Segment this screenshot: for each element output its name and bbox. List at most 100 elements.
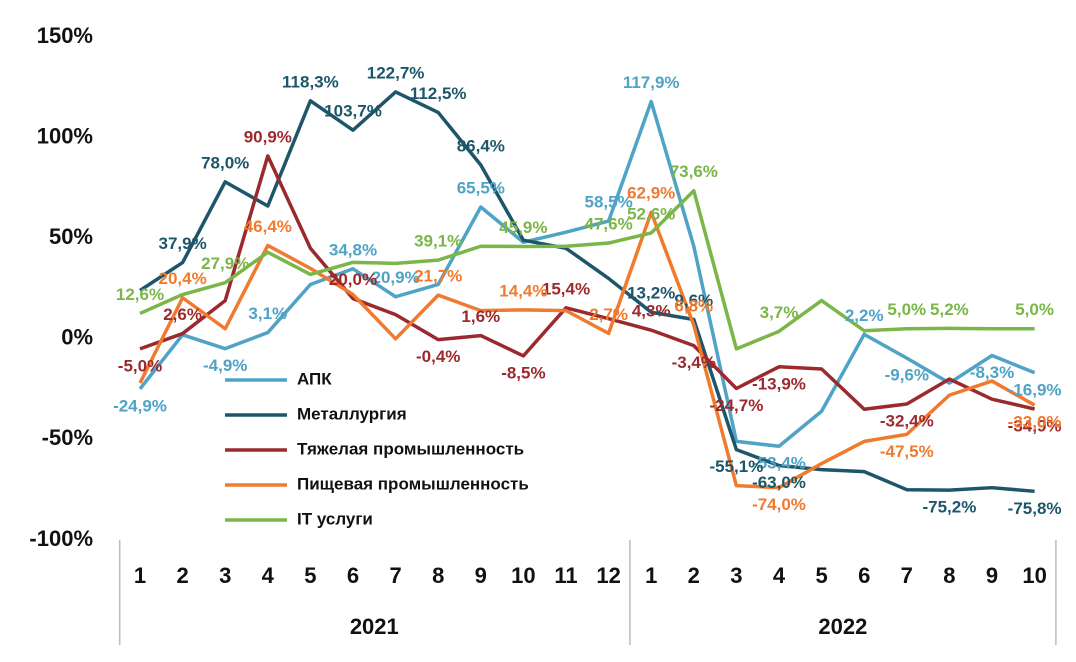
data-label: -75,2% [922, 498, 976, 517]
data-label: -74,0% [752, 495, 806, 514]
x-tick-label: 7 [389, 563, 401, 588]
x-tick-label: 10 [511, 563, 535, 588]
data-label: -13,9% [752, 374, 806, 393]
data-label: -0,4% [416, 347, 460, 366]
data-label: 20,4% [158, 269, 206, 288]
x-tick-label: 11 [554, 563, 577, 588]
data-label: -75,8% [1008, 499, 1062, 518]
legend-label: Тяжелая промышленность [297, 439, 524, 458]
x-tick-label: 9 [475, 563, 487, 588]
x-tick-label: 4 [773, 563, 786, 588]
data-label: 112,5% [410, 84, 467, 103]
data-label: 9,6% [674, 291, 713, 310]
data-label: 37,9% [158, 234, 206, 253]
data-label: 3,7% [760, 303, 799, 322]
x-tick-label: 6 [858, 563, 870, 588]
series-line [139, 188, 1035, 351]
data-label: 14,4% [499, 281, 547, 300]
data-label: -8,5% [501, 363, 545, 382]
y-tick-label: 100% [37, 123, 93, 148]
data-label: 20,9% [371, 268, 419, 287]
y-tick-label: -100% [29, 526, 93, 551]
data-label: 6,8% [674, 297, 713, 316]
data-label: -5,0% [118, 356, 162, 375]
x-tick-label: 3 [730, 563, 742, 588]
data-label: 13,2% [627, 284, 675, 303]
x-tick-label: 8 [432, 563, 444, 588]
data-label: -24,9% [113, 396, 167, 415]
x-tick-label: 2 [176, 563, 188, 588]
data-label: 118,3% [282, 72, 339, 91]
data-label: -3,4% [672, 353, 716, 372]
data-label: -55,1% [709, 457, 763, 476]
data-label: 2,2% [845, 306, 884, 325]
x-tick-label: 5 [815, 563, 827, 588]
x-tick-label: 8 [943, 563, 955, 588]
legend-label: IT услуги [297, 509, 373, 528]
data-label: -63,0% [752, 473, 806, 492]
data-label: 122,7% [367, 63, 425, 82]
data-label: -24,7% [709, 396, 763, 415]
x-tick-label: 7 [901, 563, 913, 588]
data-label: 34,8% [329, 240, 377, 259]
data-label: -47,5% [880, 442, 934, 461]
data-label: 2,7% [589, 305, 628, 324]
data-label: 2,6% [163, 305, 202, 324]
data-label: -32,4% [880, 411, 934, 430]
legend-label: Металлургия [297, 404, 407, 423]
data-label: 117,9% [623, 73, 680, 92]
data-label: 65,5% [457, 178, 505, 197]
x-tick-label: 1 [645, 563, 657, 588]
data-label: -9,6% [885, 366, 929, 385]
legend-label: АПК [297, 369, 332, 388]
data-label: 52,6% [627, 204, 675, 223]
data-label: -4,9% [203, 356, 247, 375]
legend-label: Пищевая промышленность [297, 474, 529, 493]
data-label: 62,9% [627, 184, 675, 203]
data-label: 103,7% [324, 102, 382, 121]
data-label: 73,6% [670, 162, 718, 181]
data-label: 90,9% [244, 127, 292, 146]
series-line [139, 154, 1035, 411]
data-label: 47,6% [584, 215, 632, 234]
y-tick-label: 0% [61, 325, 93, 350]
data-label: 12,6% [116, 285, 164, 304]
data-label: 58,5% [584, 193, 632, 212]
y-tick-label: -50% [42, 425, 93, 450]
data-label: 3,1% [248, 304, 287, 323]
series-line [139, 90, 1035, 494]
data-label: 21,7% [414, 267, 462, 286]
group-label: 2021 [350, 614, 399, 639]
x-tick-label: 3 [219, 563, 231, 588]
data-label: 27,9% [201, 254, 249, 273]
x-tick-label: 1 [134, 563, 146, 588]
data-label: 1,6% [461, 307, 500, 326]
data-label: -16,9% [1008, 380, 1062, 399]
data-label: -53,4% [752, 454, 806, 473]
data-label: 15,4% [542, 279, 590, 298]
x-tick-label: 12 [596, 563, 620, 588]
x-tick-label: 9 [986, 563, 998, 588]
x-tick-label: 10 [1022, 563, 1046, 588]
y-tick-label: 50% [49, 224, 93, 249]
data-label: -8,3% [970, 363, 1014, 382]
x-tick-label: 2 [688, 563, 700, 588]
data-label: 46,4% [244, 217, 292, 236]
series-line [138, 99, 1036, 448]
data-label: 78,0% [201, 153, 249, 172]
data-label: 86,4% [457, 136, 505, 155]
data-label: 39,1% [414, 232, 462, 251]
group-label: 2022 [818, 614, 867, 639]
data-label: 5,0% [1015, 300, 1054, 319]
data-label: 5,0% [887, 300, 926, 319]
data-label: 4,3% [632, 302, 671, 321]
data-label: 5,2% [930, 300, 969, 319]
data-label: -33,0% [1008, 413, 1062, 432]
data-label: -34,9% [1008, 417, 1062, 436]
data-label: 45,9% [499, 218, 547, 237]
data-label: 20,0% [329, 270, 377, 289]
y-tick-label: 150% [37, 23, 93, 48]
series-line [138, 210, 1036, 490]
x-tick-label: 4 [262, 563, 275, 588]
